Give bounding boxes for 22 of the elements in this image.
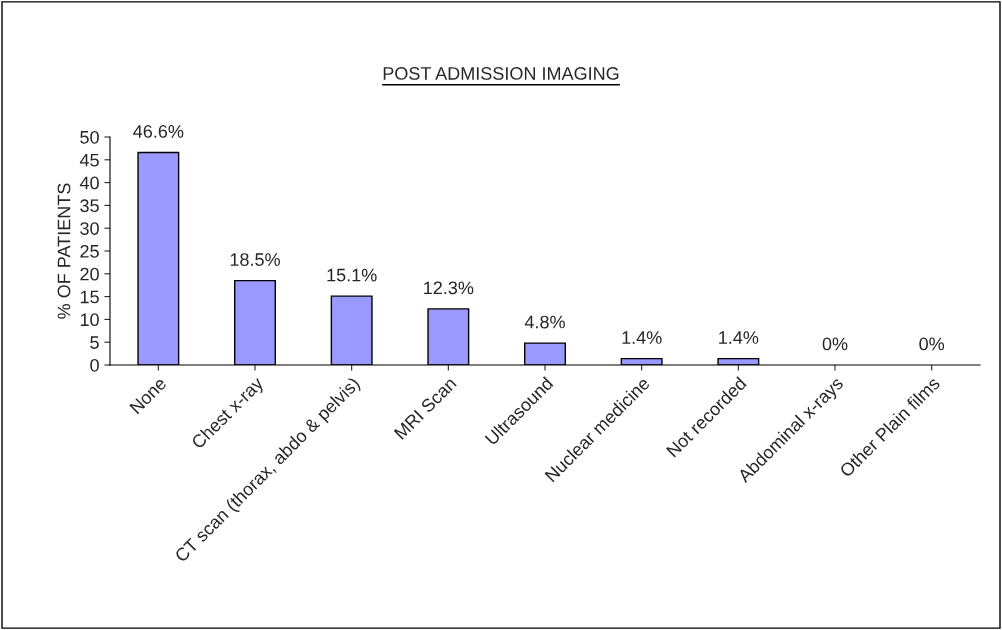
y-tick-label: 20 <box>80 267 99 281</box>
y-tick-label: 45 <box>79 153 99 167</box>
data-label: 1.4% <box>719 331 759 344</box>
data-label: 0% <box>919 337 945 351</box>
y-tick-label: 30 <box>80 222 99 235</box>
y-tick-label: 25 <box>80 244 99 258</box>
y-axis-title: % OF PATIENTS <box>57 183 71 319</box>
data-label: 12.3% <box>424 281 474 295</box>
data-label: 15.1% <box>327 268 377 282</box>
data-label: 46.6% <box>133 125 184 138</box>
y-tick-label: 15 <box>80 290 99 304</box>
data-label: 1.4% <box>622 331 662 344</box>
data-label: 0% <box>822 337 848 351</box>
y-tick-label: 5 <box>90 336 99 349</box>
y-tick-label: 50 <box>80 130 99 144</box>
data-label: 4.8% <box>524 315 565 329</box>
data-label: 18.5% <box>230 253 280 266</box>
chart-title: POST ADMISSION IMAGING <box>383 67 619 80</box>
y-tick-label: 35 <box>80 199 99 213</box>
y-tick-label: 0 <box>90 358 99 372</box>
y-tick-label: 10 <box>80 313 99 327</box>
y-tick-label: 40 <box>79 176 99 190</box>
